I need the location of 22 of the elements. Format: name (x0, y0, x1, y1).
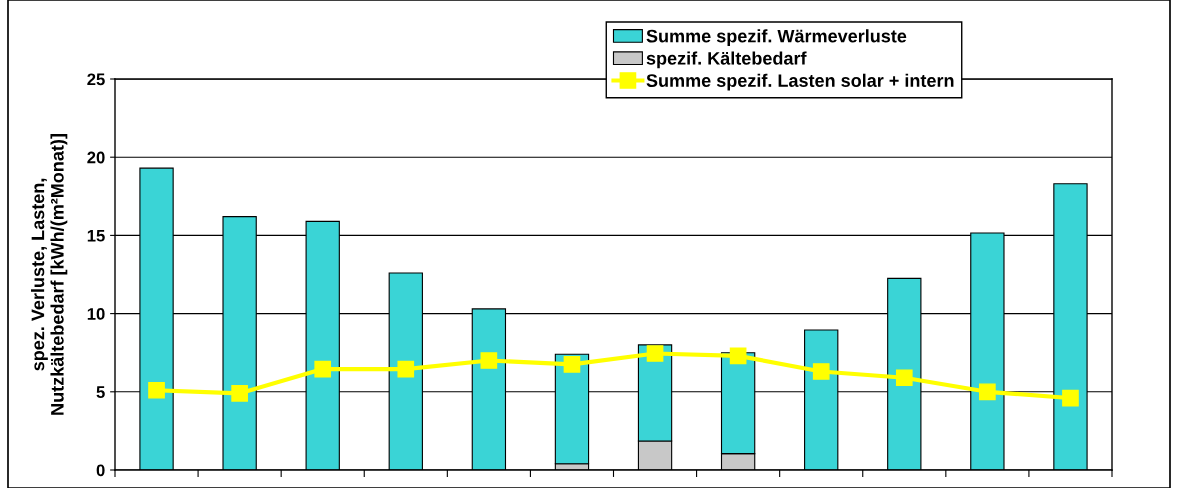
point (480, 352, 498, 369)
point (563, 356, 581, 373)
point (895, 369, 913, 387)
point (231, 385, 248, 402)
y-tick-label: 5 (96, 386, 105, 398)
legend-label: spezif. Kältebedarf (646, 51, 807, 69)
point (646, 345, 664, 362)
y-tick-label: 0 (96, 464, 105, 477)
point (1062, 389, 1079, 407)
y-axis-title: spez. Verluste, Lasten, Nutzkältebedarf [kWh/(m²Monat)] (31, 134, 68, 415)
point (314, 360, 332, 378)
y-tick-label: 25 (87, 73, 105, 86)
point (148, 381, 165, 399)
y-tick-label: 15 (87, 229, 105, 242)
point (979, 383, 996, 401)
point (812, 363, 830, 380)
y-tick-label: 20 (87, 151, 105, 164)
legend-label: Summe spezif. Lasten solar + intern (646, 73, 954, 91)
legend-label: Summe spezif. Wärmeverluste (646, 29, 907, 47)
point (729, 347, 747, 365)
y-tick-label: 10 (87, 308, 105, 320)
point (397, 360, 415, 378)
